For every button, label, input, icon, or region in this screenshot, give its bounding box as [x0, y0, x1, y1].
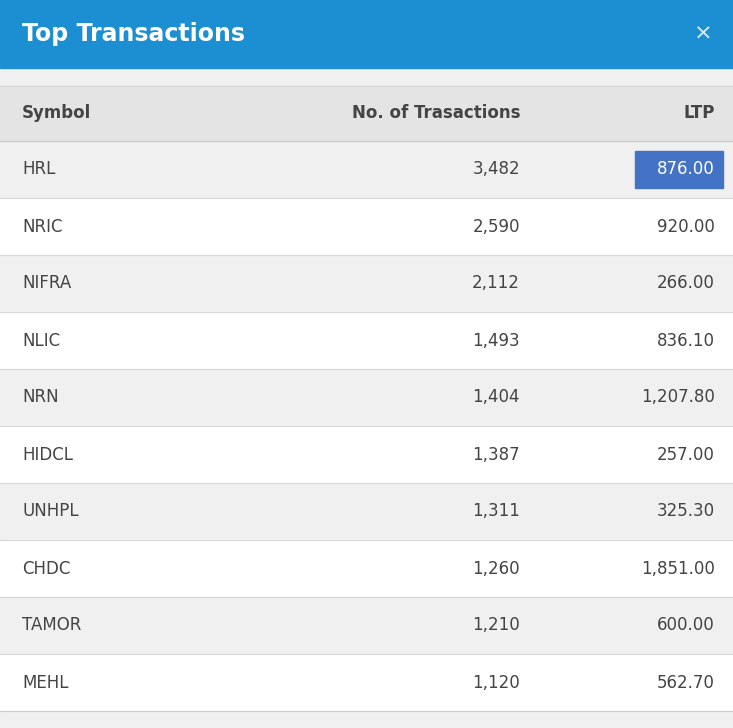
Text: 1,210: 1,210 [472, 617, 520, 635]
Text: 1,387: 1,387 [472, 446, 520, 464]
Text: 2,112: 2,112 [472, 274, 520, 293]
Bar [0, 426, 733, 483]
Text: 3,482: 3,482 [472, 160, 520, 178]
Bar [635, 151, 723, 188]
Text: 266.00: 266.00 [657, 274, 715, 293]
Text: LTP: LTP [684, 105, 715, 122]
Bar [0, 0, 733, 68]
Text: 1,311: 1,311 [472, 502, 520, 521]
Bar [0, 654, 733, 711]
Text: 1,404: 1,404 [473, 389, 520, 406]
Bar [0, 86, 733, 141]
Text: Symbol: Symbol [22, 105, 91, 122]
Bar [0, 369, 733, 426]
Text: 1,260: 1,260 [472, 560, 520, 577]
Text: 325.30: 325.30 [657, 502, 715, 521]
Text: UNHPL: UNHPL [22, 502, 78, 521]
Bar [0, 141, 733, 198]
Text: 1,207.80: 1,207.80 [641, 389, 715, 406]
Text: 2,590: 2,590 [473, 218, 520, 235]
Text: Top Transactions: Top Transactions [22, 22, 245, 46]
Bar [0, 312, 733, 369]
Text: CHDC: CHDC [22, 560, 70, 577]
Text: TAMOR: TAMOR [22, 617, 81, 635]
Bar [0, 198, 733, 255]
Text: MEHL: MEHL [22, 673, 68, 692]
Text: 1,120: 1,120 [472, 673, 520, 692]
Text: 562.70: 562.70 [657, 673, 715, 692]
Text: NRIC: NRIC [22, 218, 62, 235]
Text: 920.00: 920.00 [657, 218, 715, 235]
Text: HIDCL: HIDCL [22, 446, 73, 464]
Text: HRL: HRL [22, 160, 56, 178]
Text: 1,493: 1,493 [472, 331, 520, 349]
Text: 836.10: 836.10 [657, 331, 715, 349]
Bar [0, 483, 733, 540]
Text: 876.00: 876.00 [658, 160, 715, 178]
Text: ×: × [694, 24, 713, 44]
Bar [0, 597, 733, 654]
Text: NRN: NRN [22, 389, 59, 406]
Text: 257.00: 257.00 [657, 446, 715, 464]
Text: 600.00: 600.00 [658, 617, 715, 635]
Bar [0, 540, 733, 597]
Text: NIFRA: NIFRA [22, 274, 71, 293]
Text: NLIC: NLIC [22, 331, 60, 349]
Text: 1,851.00: 1,851.00 [641, 560, 715, 577]
Bar [0, 255, 733, 312]
Text: No. of Trasactions: No. of Trasactions [352, 105, 520, 122]
